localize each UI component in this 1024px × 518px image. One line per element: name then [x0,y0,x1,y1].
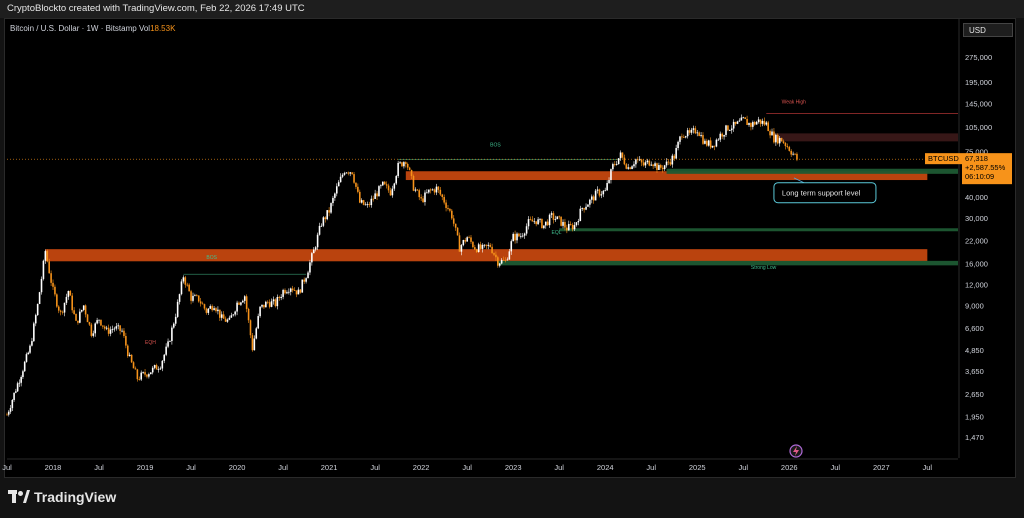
footer-bar [0,478,1024,518]
tradingview-logo[interactable]: TradingView [8,489,116,505]
symbol-name: Bitcoin / U.S. Dollar · 1W · Bitstamp [10,24,137,33]
tradingview-logo-icon [8,490,30,503]
tradingview-logo-text: TradingView [34,489,117,505]
chart-caption: CryptoBlockto created with TradingView.c… [7,3,305,14]
chart-frame[interactable] [4,18,1016,478]
volume-label: Vol [138,24,151,33]
currency-selector[interactable]: USD [963,23,1013,37]
top-caption-bar: CryptoBlockto created with TradingView.c… [0,0,1024,18]
currency-label: USD [969,26,986,35]
symbol-legend: Bitcoin / U.S. Dollar · 1W · Bitstamp Vo… [10,24,175,33]
volume-value: 18.53K [150,24,176,33]
